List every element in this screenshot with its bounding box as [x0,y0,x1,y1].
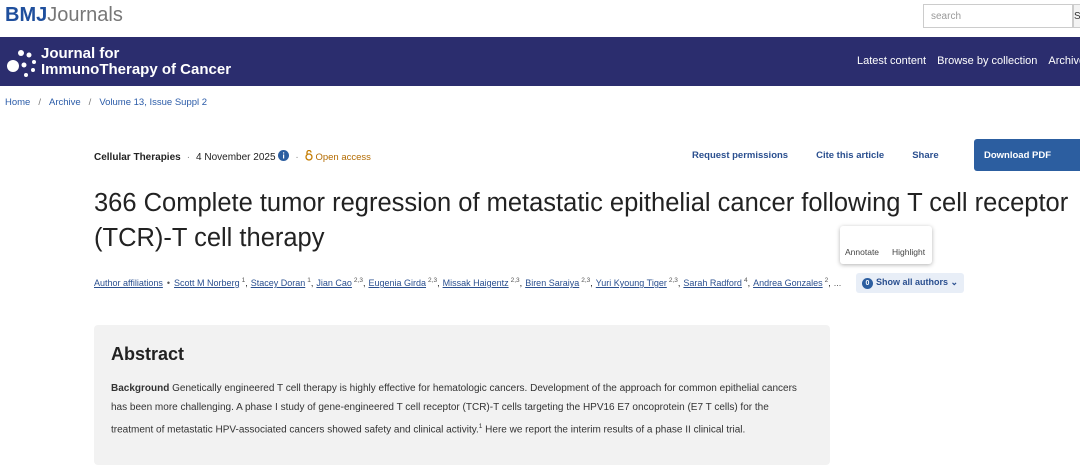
affiliations-link[interactable]: Author affiliations [94,278,163,288]
abstract-part: Genetically engineered T cell therapy is… [111,383,797,436]
author: Stacey Doran 1 [250,277,317,288]
author-sup: 2,3 [668,277,678,284]
abstract-part: Here we report the interim results of a … [482,424,746,436]
author-badge: 0 [862,278,873,289]
author-name[interactable]: Biren Saraiya [525,278,580,288]
info-icon[interactable] [278,150,290,161]
download-pdf-button[interactable]: Download PDF [974,139,1080,171]
selection-popup: Annotate Highlight [840,226,932,264]
author-name[interactable]: Eugenia Girda [368,278,427,288]
author-sup: 1 [241,277,246,284]
author-sup: 2,3 [353,277,363,284]
ellipsis: ... [833,278,842,288]
brand-text: Journals [47,4,123,26]
author-sup: 1 [307,277,311,284]
author: Andrea Gonzales 2 [753,277,834,288]
annotate-button[interactable]: Annotate [845,247,880,257]
nav-link[interactable]: Browse by collection [937,55,1038,67]
author-sup: 4 [743,277,748,284]
author-list: Author affiliations•Scott M Norberg1Stac… [94,277,841,288]
brand-bold: BMJ [5,4,48,26]
author-sup: 2 [824,277,829,284]
author: Eugenia Girda 2,3 [368,277,442,288]
crumb[interactable]: Archive [30,97,80,108]
main-nav: Latest content Browse by collection Archiv… [857,55,1080,67]
show-all-label: Show all authors [876,277,949,287]
open-access-icon [305,149,313,161]
bullet: • [166,278,171,288]
author-name[interactable]: Andrea Gonzales [753,278,823,288]
section[interactable]: Cellular Therapies [94,152,181,163]
author-sup: 2,3 [510,277,520,284]
tool-link[interactable]: Share [912,150,939,161]
breadcrumbs: HomeArchiveVolume 13, Issue Suppl 2 [5,97,207,108]
journal-title[interactable]: Journal for ImmunoTherapy of Cancer [41,46,231,78]
tool-link[interactable]: Cite this article [816,150,885,161]
brand-logo[interactable]: BMJJournals [5,4,123,27]
open-access: Open access [315,152,371,163]
author-name[interactable]: Jian Cao [316,278,352,288]
journal-logo[interactable] [4,45,38,79]
article-meta: Cellular Therapies · 4 November 2025 · Ope… [94,149,371,163]
show-all-authors[interactable]: 0 Show all authors ⌄ [856,273,965,293]
author-name[interactable]: Stacey Doran [250,278,306,288]
crumb[interactable]: Home [5,97,31,108]
nav-link[interactable]: Latest content [857,55,927,67]
nav-link[interactable]: Archive [1048,55,1080,67]
journal-line: Journal for [41,45,120,62]
journal-line: ImmunoTherapy of Cancer [41,61,232,78]
search-button[interactable]: S [1073,4,1080,28]
author-sup: 2,3 [428,277,438,284]
highlight-button[interactable]: Highlight [892,247,926,257]
abstract-heading: Abstract [111,344,185,364]
author: Biren Saraiya 2,3 [525,277,596,288]
article-tools: Request permissions Cite this article Shar… [692,150,967,161]
journal-bar: Journal for ImmunoTherapy of Cancer Lates… [0,37,1080,86]
author: Yuri Kyoung Tiger 2,3 [595,277,684,288]
tool-link[interactable]: Request permissions [692,150,789,161]
article-title: 366 Complete tumor regression of metasta… [94,189,1069,252]
abstract-box: Abstract Background Genetically engineer… [94,325,830,465]
date: 4 November 2025 [196,152,276,163]
author-name[interactable]: Yuri Kyoung Tiger [595,278,667,288]
author: Scott M Norberg 1 [174,277,251,288]
search-input[interactable]: search [923,4,1073,28]
author: Missak Haigentz 2,3 [442,277,526,288]
author: Sarah Radford 4 [683,277,753,288]
author-name[interactable]: Sarah Radford [683,278,742,288]
author-sup: 2,3 [581,277,591,284]
citation[interactable]: 1 [478,423,483,430]
author-name[interactable]: Missak Haigentz [442,278,509,288]
crumb[interactable]: Volume 13, Issue Suppl 2 [81,97,207,108]
abstract-text: Background Genetically engineered T cell… [111,379,813,439]
author: Jian Cao 2,3 [316,277,368,288]
abstract-label: Background [111,383,170,394]
author-name[interactable]: Scott M Norberg [174,278,240,288]
